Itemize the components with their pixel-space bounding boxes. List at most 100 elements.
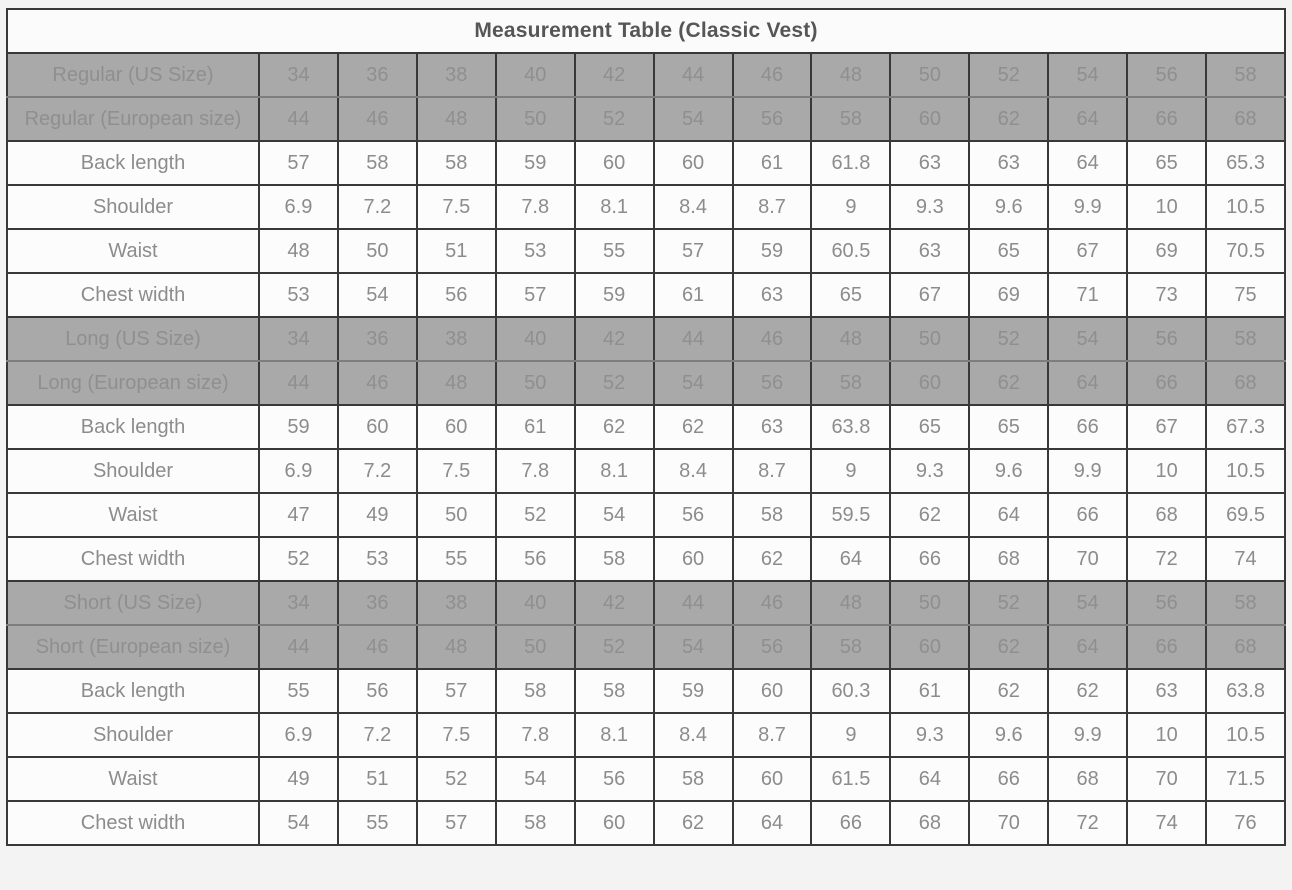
table-cell: 69.5 bbox=[1205, 492, 1286, 538]
table-row: Regular (US Size) 34 36 38 40 42 44 46 48 50 52 54 5… bbox=[6, 52, 1286, 98]
table-cell: 71 bbox=[1047, 272, 1129, 318]
table-cell: 9 bbox=[810, 712, 892, 758]
table-cell: 9.3 bbox=[889, 712, 971, 758]
table-cell: 58 bbox=[810, 96, 892, 142]
table-cell: 64 bbox=[1047, 140, 1129, 186]
table-cell: 62 bbox=[1047, 668, 1129, 714]
table-cell: 56 bbox=[731, 360, 813, 406]
table-cell: 64 bbox=[1047, 360, 1129, 406]
table-cell: 57 bbox=[494, 272, 576, 318]
table-cell: 9.9 bbox=[1047, 712, 1129, 758]
table-cell: 8.7 bbox=[731, 448, 813, 494]
table-cell: 66 bbox=[1126, 624, 1208, 670]
table-cell: 8.1 bbox=[573, 448, 655, 494]
table-cell: 7.8 bbox=[494, 712, 576, 758]
table-cell: 62 bbox=[573, 404, 655, 450]
table-cell: 63 bbox=[731, 272, 813, 318]
table-cell: 53 bbox=[258, 272, 339, 318]
table-cell: 51 bbox=[336, 756, 418, 802]
table-cell: 44 bbox=[652, 580, 734, 626]
table-title-row: Measurement Table (Classic Vest) bbox=[6, 8, 1286, 54]
table-cell: 7.2 bbox=[336, 448, 418, 494]
table-cell: 48 bbox=[810, 52, 892, 98]
row-label: Regular (US Size) bbox=[6, 52, 260, 98]
table-row: Long (US Size) 34 36 38 40 42 44 46 48 50 52 54 56 58 bbox=[6, 316, 1286, 362]
table-cell: 58 bbox=[731, 492, 813, 538]
table-cell: 9.3 bbox=[889, 184, 971, 230]
table-cell: 65 bbox=[968, 404, 1050, 450]
table-cell: 64 bbox=[1047, 96, 1129, 142]
table-cell: 6.9 bbox=[258, 448, 339, 494]
table-cell: 44 bbox=[652, 52, 734, 98]
table-cell: 58 bbox=[573, 668, 655, 714]
table-cell: 50 bbox=[494, 624, 576, 670]
row-label: Long (US Size) bbox=[6, 316, 260, 362]
table-cell: 76 bbox=[1205, 800, 1286, 846]
table-cell: 62 bbox=[968, 624, 1050, 670]
table-cell: 65 bbox=[810, 272, 892, 318]
table-cell: 6.9 bbox=[258, 184, 339, 230]
table-cell: 38 bbox=[415, 52, 497, 98]
table-cell: 42 bbox=[573, 52, 655, 98]
table-cell: 60 bbox=[573, 800, 655, 846]
table-cell: 54 bbox=[1047, 316, 1129, 362]
row-label: Shoulder bbox=[6, 184, 260, 230]
table-cell: 50 bbox=[889, 52, 971, 98]
table-row: Waist 49 51 52 54 56 58 60 61.5 64 66 68 70 71.5 bbox=[6, 756, 1286, 802]
table-cell: 60 bbox=[731, 668, 813, 714]
table-cell: 55 bbox=[258, 668, 339, 714]
table-cell: 60 bbox=[889, 360, 971, 406]
table-cell: 56 bbox=[415, 272, 497, 318]
row-label: Waist bbox=[6, 756, 260, 802]
table-cell: 65 bbox=[1126, 140, 1208, 186]
table-row: Back length 55 56 57 58 58 59 60 60.3 61 62 62 63 63.… bbox=[6, 668, 1286, 714]
table-cell: 48 bbox=[415, 96, 497, 142]
table-cell: 67 bbox=[1047, 228, 1129, 274]
table-cell: 9.3 bbox=[889, 448, 971, 494]
table-cell: 50 bbox=[336, 228, 418, 274]
table-cell: 9 bbox=[810, 448, 892, 494]
table-cell: 63 bbox=[889, 228, 971, 274]
table-cell: 50 bbox=[415, 492, 497, 538]
table-cell: 63 bbox=[968, 140, 1050, 186]
table-cell: 71.5 bbox=[1205, 756, 1286, 802]
table-cell: 58 bbox=[652, 756, 734, 802]
table-cell: 69 bbox=[1126, 228, 1208, 274]
table-row: Waist 48 50 51 53 55 57 59 60.5 63 65 67 69 70.5 bbox=[6, 228, 1286, 274]
table-cell: 56 bbox=[1126, 580, 1208, 626]
table-cell: 64 bbox=[968, 492, 1050, 538]
row-label: Chest width bbox=[6, 800, 260, 846]
table-cell: 48 bbox=[810, 580, 892, 626]
table-row: Long (European size) 44 46 48 50 52 54 56 58 60 62… bbox=[6, 360, 1286, 406]
table-cell: 52 bbox=[258, 536, 339, 582]
row-label: Back length bbox=[6, 140, 260, 186]
table-cell: 66 bbox=[968, 756, 1050, 802]
table-cell: 10 bbox=[1126, 712, 1208, 758]
table-cell: 59.5 bbox=[810, 492, 892, 538]
table-cell: 75 bbox=[1205, 272, 1286, 318]
table-cell: 7.2 bbox=[336, 712, 418, 758]
row-label: Regular (European size) bbox=[6, 96, 260, 142]
row-label: Short (US Size) bbox=[6, 580, 260, 626]
table-row: Chest width 52 53 55 56 58 60 62 64 66 68 70 72 74 bbox=[6, 536, 1286, 582]
table-cell: 62 bbox=[968, 668, 1050, 714]
table-cell: 57 bbox=[415, 800, 497, 846]
table-cell: 44 bbox=[258, 360, 339, 406]
table-row: Waist 47 49 50 52 54 56 58 59.5 62 64 66 68 69.5 bbox=[6, 492, 1286, 538]
table-cell: 57 bbox=[258, 140, 339, 186]
table-cell: 52 bbox=[968, 316, 1050, 362]
table-cell: 69 bbox=[968, 272, 1050, 318]
table-cell: 60 bbox=[415, 404, 497, 450]
table-title: Measurement Table (Classic Vest) bbox=[6, 8, 1286, 54]
table-row: Shoulder 6.9 7.2 7.5 7.8 8.1 8.4 8.7 9 9.3 9.6 9.9 1… bbox=[6, 448, 1286, 494]
table-cell: 8.1 bbox=[573, 184, 655, 230]
table-cell: 65.3 bbox=[1205, 140, 1286, 186]
table-cell: 52 bbox=[494, 492, 576, 538]
table-cell: 9 bbox=[810, 184, 892, 230]
table-cell: 54 bbox=[258, 800, 339, 846]
table-cell: 7.8 bbox=[494, 184, 576, 230]
table-cell: 52 bbox=[573, 96, 655, 142]
table-cell: 56 bbox=[336, 668, 418, 714]
table-cell: 72 bbox=[1126, 536, 1208, 582]
